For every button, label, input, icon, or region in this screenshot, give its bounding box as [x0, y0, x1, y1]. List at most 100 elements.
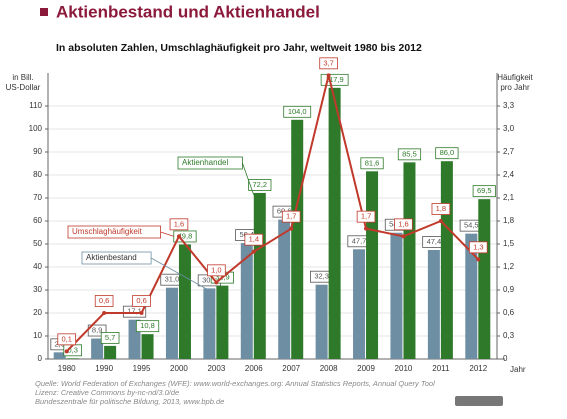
line-value-label: 3,7 [323, 58, 333, 67]
y-tick-label: 0 [38, 354, 43, 363]
y2-axis-label: pro Jahr [500, 83, 530, 92]
line-value-label-box [319, 57, 338, 70]
line-point [64, 349, 69, 354]
line-value-label: 1,7 [286, 212, 296, 221]
y2-axis-label: Häufigkeit [497, 73, 533, 82]
legend-label: Aktienhandel [182, 158, 228, 167]
line-value-label-box [207, 264, 226, 277]
line-value-label: 1,7 [361, 212, 371, 221]
x-tick-label: 1980 [58, 364, 76, 373]
line-value-label: 1,3 [473, 242, 483, 251]
chart-title: Aktienbestand und Aktienhandel [56, 2, 320, 21]
callout-leader [150, 257, 209, 291]
bar [141, 334, 154, 359]
title-marker [40, 8, 48, 16]
line-value-label-box [169, 218, 189, 231]
bar [178, 244, 191, 359]
bar [328, 87, 341, 359]
callout-leader [160, 231, 175, 237]
bar [465, 233, 478, 359]
value-label-box [472, 185, 496, 198]
bar [91, 338, 104, 359]
y-tick-label: 70 [33, 193, 42, 202]
y2-tick-label: 3,0 [503, 124, 515, 133]
bar [315, 284, 328, 359]
line-value-label-box [94, 295, 114, 307]
value-label: 85,5 [402, 149, 417, 158]
bar [440, 161, 453, 359]
x-tick-label: 2008 [320, 364, 338, 373]
value-label: 72,2 [252, 180, 267, 189]
line-value-label-box [281, 210, 301, 223]
x-tick-label: 2011 [432, 364, 450, 373]
value-label: 86,0 [440, 148, 455, 157]
bar [478, 199, 491, 359]
value-label: 31,0 [165, 275, 180, 284]
chart-subtitle: In absoluten Zahlen, Umschlaghäufigkeit … [56, 42, 422, 54]
y2-tick-label: 0 [503, 354, 508, 363]
bar [278, 219, 291, 359]
x-axis-label: Jahr [510, 365, 526, 374]
value-label: 17,1 [127, 307, 142, 316]
y2-tick-label: 0,3 [503, 331, 515, 340]
source: Lizenz: Creative Commons by-nc-nd/3.0/de [35, 388, 179, 397]
line-value-label-box [394, 218, 413, 231]
y-tick-label: 50 [33, 239, 42, 248]
y2-tick-label: 1,5 [503, 239, 515, 248]
y-axis-label: US-Dollar [6, 83, 41, 92]
y2-tick-label: 1,8 [503, 216, 515, 225]
value-label: 0,3 [67, 345, 77, 354]
y-tick-label: 110 [29, 101, 42, 110]
y-tick-label: 100 [29, 124, 43, 133]
line-point [326, 73, 331, 78]
bar [240, 243, 253, 359]
bar [53, 352, 66, 359]
value-label: 69,5 [477, 186, 492, 195]
line-value-label: 1,8 [436, 204, 446, 213]
line-value-label-box [244, 233, 264, 246]
value-label-box [360, 157, 384, 170]
value-label: 54,5 [464, 221, 479, 230]
line-point [139, 311, 144, 315]
x-tick-label: 2000 [170, 364, 188, 373]
line-point [176, 234, 181, 239]
line-value-label: 1,6 [174, 219, 184, 228]
line-value-label: 0,6 [99, 296, 109, 305]
legend-box [177, 156, 243, 170]
bar [165, 287, 178, 359]
line [65, 75, 480, 353]
bar [104, 345, 117, 359]
line-value-label: 1,0 [211, 265, 221, 274]
line-value-label-box [356, 210, 376, 223]
line-point [364, 226, 369, 231]
y-tick-label: 20 [33, 308, 42, 317]
x-tick-label: 2009 [357, 364, 375, 373]
source: Bundeszentrale für politische Bildung, 2… [35, 397, 224, 406]
value-label-box [135, 320, 160, 333]
bar [253, 192, 266, 359]
value-label: 117,9 [326, 75, 344, 84]
source: Quelle: World Federation of Exchanges (W… [35, 379, 435, 388]
value-label: 47,7 [352, 236, 367, 245]
line-value-label: 1,4 [249, 235, 259, 244]
line-value-label-box [57, 333, 77, 346]
bar [403, 162, 416, 359]
value-label: 8,9 [92, 326, 102, 335]
value-label-box [283, 105, 312, 118]
legend-label: Aktienbestand [86, 253, 137, 262]
value-label: 104,0 [288, 107, 307, 116]
y-tick-label: 30 [33, 285, 42, 294]
line-value-label-box [468, 241, 488, 254]
bar [203, 288, 216, 359]
line-point [289, 226, 294, 231]
x-tick-label: 1995 [133, 364, 151, 373]
bar [390, 232, 403, 359]
line-value-label: 0,6 [136, 296, 146, 305]
value-label-box [397, 148, 422, 161]
value-label: 5,7 [105, 333, 115, 342]
line-value-label: 0,1 [61, 334, 71, 343]
legend-box [81, 251, 152, 265]
bar [427, 249, 440, 359]
value-label-box [248, 179, 272, 191]
value-label-box [320, 73, 349, 86]
